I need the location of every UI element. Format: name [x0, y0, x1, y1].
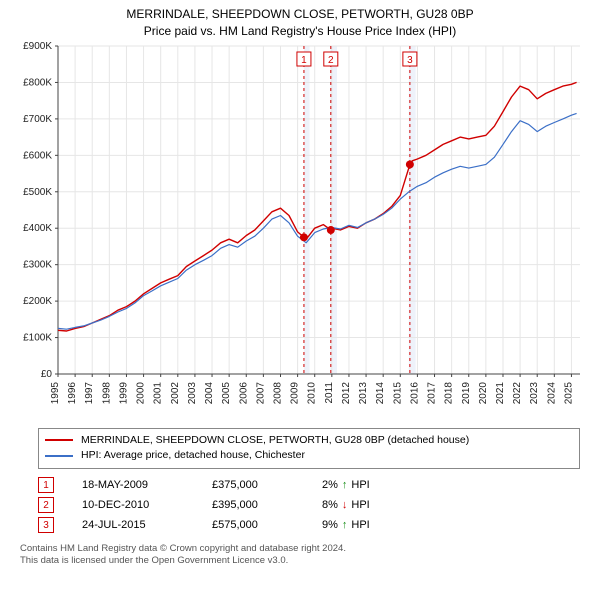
svg-text:2022: 2022	[512, 381, 523, 404]
svg-text:2007: 2007	[255, 381, 266, 404]
footer-attribution: Contains HM Land Registry data © Crown c…	[20, 543, 580, 568]
svg-text:2004: 2004	[204, 381, 215, 404]
legend-box: MERRINDALE, SHEEPDOWN CLOSE, PETWORTH, G…	[38, 428, 580, 470]
title-line-1: MERRINDALE, SHEEPDOWN CLOSE, PETWORTH, G…	[0, 6, 600, 23]
svg-text:2019: 2019	[461, 381, 472, 404]
sales-table: 118-MAY-2009£375,0002%↑HPI210-DEC-2010£3…	[38, 475, 580, 535]
footer-line-1: Contains HM Land Registry data © Crown c…	[20, 543, 580, 555]
svg-text:£300K: £300K	[23, 259, 52, 270]
svg-text:2016: 2016	[409, 381, 420, 404]
svg-text:2002: 2002	[170, 381, 181, 404]
arrow-down-icon: ↓	[342, 499, 348, 511]
svg-text:£800K: £800K	[23, 77, 52, 88]
svg-text:2020: 2020	[478, 381, 489, 404]
arrow-up-icon: ↑	[342, 519, 348, 531]
arrow-up-icon: ↑	[342, 479, 348, 491]
svg-text:2001: 2001	[153, 381, 164, 404]
sale-marker: 2	[38, 497, 54, 513]
svg-text:2005: 2005	[221, 381, 232, 404]
svg-text:1998: 1998	[101, 381, 112, 404]
sale-price: £575,000	[212, 519, 322, 531]
sale-suffix: HPI	[351, 519, 369, 531]
sale-date: 10-DEC-2010	[82, 499, 212, 511]
chart-area: £0 £100K £200K £300K £400K £500K £600K £700K £80…	[10, 42, 590, 422]
svg-text:1996: 1996	[67, 381, 78, 404]
svg-text:2000: 2000	[136, 381, 147, 404]
svg-text:£100K: £100K	[23, 332, 52, 343]
legend-swatch	[45, 455, 73, 457]
svg-text:2012: 2012	[341, 381, 352, 404]
svg-text:2008: 2008	[272, 381, 283, 404]
footer-line-2: This data is licensed under the Open Gov…	[20, 555, 580, 567]
svg-text:2015: 2015	[392, 381, 403, 404]
svg-text:2010: 2010	[307, 381, 318, 404]
svg-text:2009: 2009	[290, 381, 301, 404]
svg-text:2013: 2013	[358, 381, 369, 404]
svg-text:2023: 2023	[529, 381, 540, 404]
sale-pct: 9%	[322, 519, 338, 531]
svg-text:£0: £0	[41, 369, 53, 380]
title-line-2: Price paid vs. HM Land Registry's House …	[0, 23, 600, 40]
sale-row: 1 18-MAY-2009£375,0002% ↑HPI	[38, 475, 580, 495]
svg-text:£900K: £900K	[23, 42, 52, 52]
sale-relative: 2% ↑HPI	[322, 479, 370, 491]
legend-swatch	[45, 439, 73, 441]
sale-relative: 9% ↑HPI	[322, 519, 370, 531]
svg-text:£500K: £500K	[23, 186, 52, 197]
svg-text:2017: 2017	[427, 381, 438, 404]
svg-text:1997: 1997	[84, 381, 95, 404]
sale-pct: 2%	[322, 479, 338, 491]
legend-item: HPI: Average price, detached house, Chic…	[45, 448, 573, 464]
svg-text:1999: 1999	[118, 381, 129, 404]
svg-text:2021: 2021	[495, 381, 506, 404]
svg-text:£200K: £200K	[23, 296, 52, 307]
sale-price: £395,000	[212, 499, 322, 511]
sale-suffix: HPI	[351, 479, 369, 491]
sale-relative: 8% ↓HPI	[322, 499, 370, 511]
legend-item: MERRINDALE, SHEEPDOWN CLOSE, PETWORTH, G…	[45, 433, 573, 449]
svg-text:£700K: £700K	[23, 113, 52, 124]
sale-row: 3 24-JUL-2015£575,0009% ↑HPI	[38, 515, 580, 535]
svg-text:2006: 2006	[238, 381, 249, 404]
legend-label: MERRINDALE, SHEEPDOWN CLOSE, PETWORTH, G…	[81, 433, 469, 449]
svg-text:3: 3	[407, 55, 413, 66]
svg-text:2025: 2025	[563, 381, 574, 404]
chart-title: MERRINDALE, SHEEPDOWN CLOSE, PETWORTH, G…	[0, 0, 600, 40]
legend-label: HPI: Average price, detached house, Chic…	[81, 448, 305, 464]
svg-text:2024: 2024	[546, 381, 557, 404]
svg-text:£400K: £400K	[23, 223, 52, 234]
sale-price: £375,000	[212, 479, 322, 491]
sale-marker: 1	[38, 477, 54, 493]
svg-text:2: 2	[328, 55, 334, 66]
svg-text:2011: 2011	[324, 381, 335, 403]
svg-text:2018: 2018	[444, 381, 455, 404]
sale-pct: 8%	[322, 499, 338, 511]
sale-date: 24-JUL-2015	[82, 519, 212, 531]
sale-row: 2 10-DEC-2010£395,0008% ↓HPI	[38, 495, 580, 515]
chart-svg: £0 £100K £200K £300K £400K £500K £600K £700K £80…	[10, 42, 590, 422]
sale-marker: 3	[38, 517, 54, 533]
svg-text:1995: 1995	[50, 381, 61, 404]
sale-suffix: HPI	[351, 499, 369, 511]
svg-text:1: 1	[301, 55, 307, 66]
svg-text:£600K: £600K	[23, 150, 52, 161]
svg-text:2003: 2003	[187, 381, 198, 404]
svg-text:2014: 2014	[375, 381, 386, 404]
sale-date: 18-MAY-2009	[82, 479, 212, 491]
